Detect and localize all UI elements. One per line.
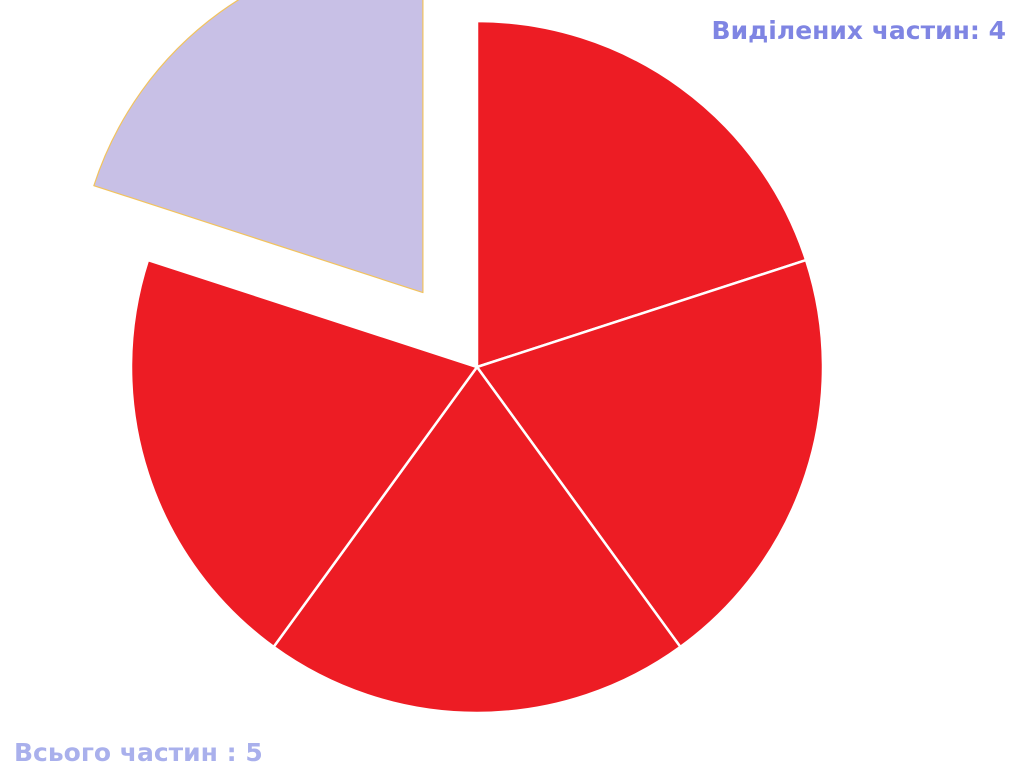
pie-slice-selected[interactable]: [129, 258, 479, 649]
pie-slice-unselected[interactable]: [93, 0, 424, 294]
pie-slice-selected[interactable]: [272, 365, 682, 715]
pie-slice-selected[interactable]: [475, 19, 808, 369]
selected-parts-label: Виділених частин: 4: [711, 16, 1006, 45]
total-parts-label: Всього частин : 5: [14, 738, 263, 767]
pie-slice-selected[interactable]: [475, 258, 825, 649]
